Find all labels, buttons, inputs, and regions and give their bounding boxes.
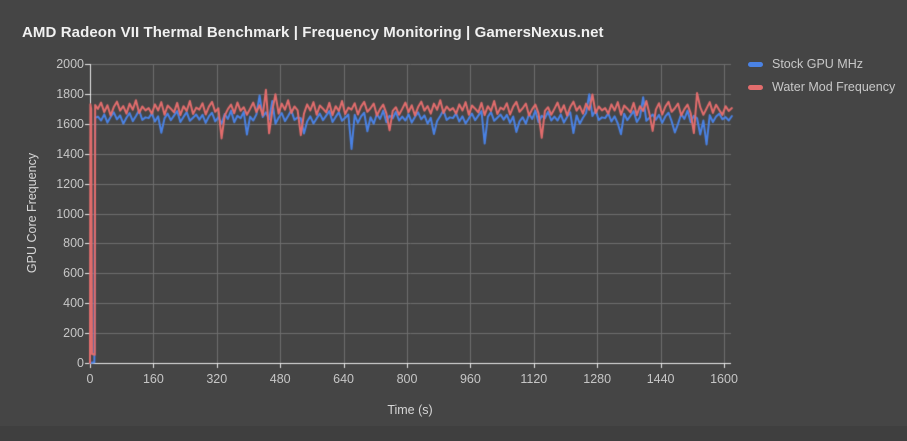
x-tick-label: 1440	[646, 372, 675, 386]
footer-strip	[0, 426, 907, 441]
x-tick-label: 160	[142, 372, 164, 386]
y-tick-label: 1200	[56, 176, 84, 191]
y-tick-label: 0	[77, 356, 84, 370]
y-tick-label: 800	[63, 236, 84, 251]
x-tick-label: 1280	[583, 372, 612, 386]
x-tick-label: 320	[206, 372, 228, 386]
x-tick-label: 960	[459, 372, 481, 386]
x-tick-label: 1120	[520, 372, 548, 386]
y-tick-label: 1400	[56, 146, 84, 161]
y-tick-label: 1600	[56, 116, 84, 131]
y-tick-label: 1000	[56, 206, 84, 221]
x-tick-label: 640	[333, 372, 355, 386]
y-tick-label: 1800	[56, 86, 84, 101]
y-axis-title: GPU Core Frequency	[25, 152, 39, 274]
y-tick-label: 200	[63, 326, 84, 341]
x-axis-title: Time (s)	[387, 403, 433, 417]
y-tick-label: 600	[63, 266, 84, 281]
y-tick-label: 2000	[56, 57, 84, 71]
x-tick-label: 0	[86, 372, 94, 386]
y-tick-label: 400	[63, 296, 84, 311]
x-tick-label: 800	[396, 372, 418, 386]
x-tick-label: 480	[269, 372, 291, 386]
x-tick-label: 1600	[710, 372, 738, 386]
